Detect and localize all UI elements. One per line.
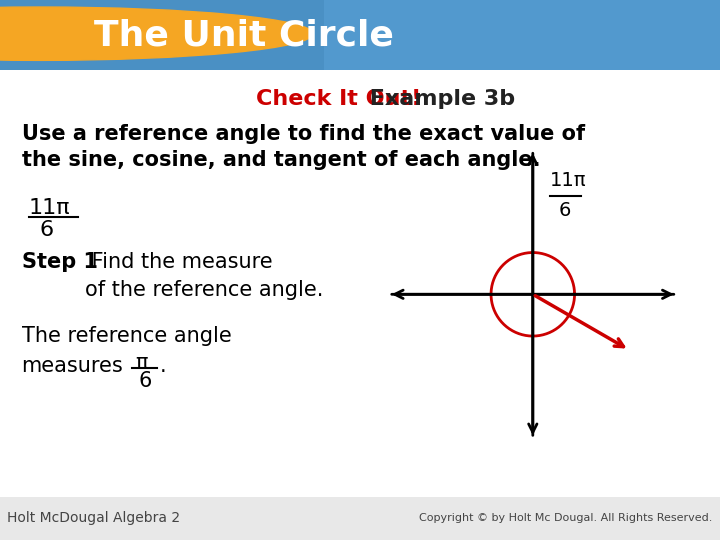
Text: 11π: 11π xyxy=(549,171,586,191)
Text: Holt McDougal Algebra 2: Holt McDougal Algebra 2 xyxy=(7,511,180,525)
FancyBboxPatch shape xyxy=(0,497,720,540)
Text: The reference angle: The reference angle xyxy=(22,326,231,346)
Text: 6: 6 xyxy=(138,371,152,391)
Circle shape xyxy=(0,7,313,60)
Text: Copyright © by Holt Mc Dougal. All Rights Reserved.: Copyright © by Holt Mc Dougal. All Right… xyxy=(420,514,713,523)
Text: measures: measures xyxy=(22,356,123,376)
Text: Step 1: Step 1 xyxy=(22,252,98,272)
Text: Find the measure
of the reference angle.: Find the measure of the reference angle. xyxy=(85,252,323,300)
Text: Check It Out!: Check It Out! xyxy=(256,90,421,110)
Text: 11π: 11π xyxy=(29,198,71,218)
FancyBboxPatch shape xyxy=(0,0,720,70)
Text: The Unit Circle: The Unit Circle xyxy=(94,18,393,52)
Text: 6: 6 xyxy=(40,220,54,240)
Text: 6: 6 xyxy=(559,201,571,220)
Text: Example 3b: Example 3b xyxy=(362,90,516,110)
Text: π: π xyxy=(135,353,148,373)
Text: .: . xyxy=(160,356,166,376)
Text: Use a reference angle to find the exact value of
the sine, cosine, and tangent o: Use a reference angle to find the exact … xyxy=(22,124,585,170)
FancyBboxPatch shape xyxy=(324,0,720,70)
